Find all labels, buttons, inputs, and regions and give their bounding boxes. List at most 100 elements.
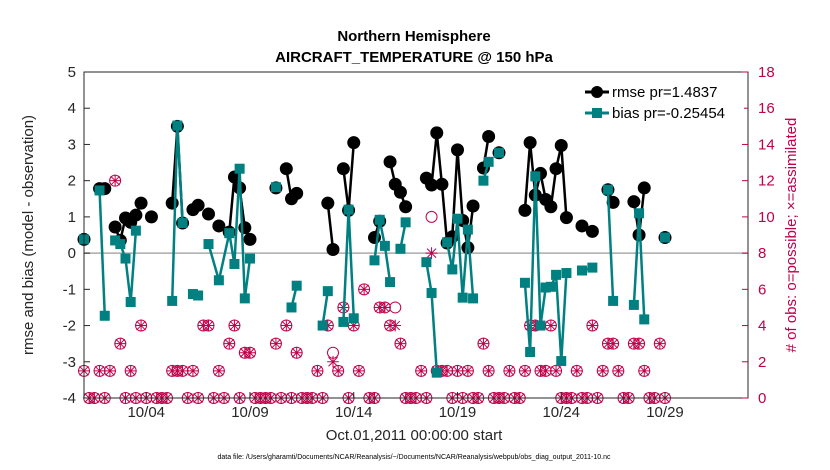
y-tick-label: 0 (68, 245, 76, 262)
bias-point (385, 277, 396, 288)
rmse-line-segment (326, 202, 335, 250)
rmse-point (544, 200, 558, 214)
obs-assimilated-marker (425, 247, 438, 259)
obs-assimilated-marker (503, 364, 516, 377)
bias-point (379, 240, 390, 251)
rmse-point (383, 155, 397, 169)
rmse-point (129, 208, 143, 222)
obs-assimilated-marker (358, 283, 370, 296)
rmse-point (108, 220, 122, 234)
rmse-point (191, 198, 205, 212)
bias-point (239, 293, 250, 304)
obs-assimilated-marker (451, 364, 464, 377)
obs-assimilated-glyph (586, 319, 599, 332)
obs-assimilated-glyph (104, 364, 116, 377)
bias-point (110, 235, 121, 246)
obs-assimilated-glyph (202, 319, 215, 332)
obs-assimilated-glyph (653, 337, 666, 350)
obs-assimilated-marker (441, 364, 453, 377)
bias-point (628, 299, 639, 310)
bias-point (167, 295, 178, 306)
legend-rmse-label: rmse pr=1.4837 (612, 84, 717, 101)
obs-assimilated-marker (114, 337, 127, 350)
y-tick-label: 3 (68, 136, 76, 153)
obs-assimilated-marker (482, 364, 495, 377)
obs-assimilated-glyph (114, 337, 127, 350)
obs-assimilated-glyph (638, 364, 651, 377)
bias-point (483, 156, 494, 167)
bias-point (639, 314, 650, 325)
obs-assimilated-glyph (124, 364, 137, 377)
rmse-point (212, 219, 226, 233)
obs-assimilated-marker (321, 319, 334, 332)
rmse-point (585, 224, 599, 238)
bias-point (187, 289, 198, 300)
bias-point (462, 224, 473, 235)
bias-line-segment (606, 189, 615, 301)
bias-point (343, 204, 354, 215)
obs-assimilated-marker (135, 319, 147, 332)
obs-assimilated-glyph (596, 364, 609, 377)
obs-assimilated-marker (244, 346, 256, 359)
rmse-point (466, 199, 480, 213)
legend-bias-label: bias pr=-0.25454 (612, 105, 725, 122)
bias-point (457, 292, 468, 303)
y-tick-label: 2 (68, 173, 76, 190)
y-tick-label: -3 (63, 354, 76, 371)
obs-assimilated-glyph (135, 319, 147, 332)
obs-assimilated-glyph (612, 364, 625, 377)
obs-assimilated-marker (379, 301, 391, 314)
obs-assimilated-glyph (451, 364, 464, 377)
rmse-point (435, 177, 449, 191)
bias-point (602, 184, 613, 195)
x-tick-label: 10/29 (646, 404, 684, 421)
rmse-point (202, 207, 215, 221)
bias-point (395, 243, 406, 254)
bias-point (556, 356, 567, 367)
bias-point (177, 218, 188, 229)
bias-point (322, 286, 333, 297)
bias-point (245, 253, 255, 264)
bias-point (431, 367, 442, 378)
obs-assimilated-marker (612, 364, 625, 377)
obs-assimilated-marker (586, 319, 599, 332)
y2-tick-label: 2 (758, 354, 766, 371)
obs-assimilated-marker (109, 174, 121, 187)
obs-assimilated-glyph (109, 174, 121, 187)
rmse-point (482, 129, 496, 143)
y2-tick-label: 10 (758, 209, 775, 226)
bias-point (338, 316, 349, 327)
y-axis-label: rmse and bias (model - observation) (20, 115, 37, 355)
rmse-point (134, 196, 148, 210)
y2-axis-label: # of obs: o=possible; ×=assimilated (783, 118, 800, 353)
bias-point (587, 262, 598, 273)
x-tick-label: 10/19 (439, 404, 477, 421)
obs-assimilated-glyph (228, 319, 241, 332)
y2-tick-label: 16 (758, 100, 775, 117)
bias-point (193, 290, 204, 301)
y-tick-label: 5 (68, 64, 76, 81)
obs-assimilated-glyph (394, 337, 407, 350)
bias-point (130, 225, 141, 236)
y2-tick-label: 6 (758, 281, 766, 298)
bias-point (525, 346, 536, 357)
bias-point (400, 217, 411, 228)
bias-point (577, 265, 587, 276)
rmse-point (559, 211, 573, 225)
obs-assimilated-marker (223, 337, 236, 350)
rmse-point (347, 136, 361, 150)
bias-point (99, 310, 110, 321)
rmse-point (144, 210, 158, 224)
bias-point (530, 171, 541, 182)
bias-point (535, 320, 546, 331)
obs-assimilated-marker (389, 319, 402, 332)
bias-point (540, 282, 551, 293)
obs-assimilated-glyph (332, 364, 345, 377)
rmse-point (451, 143, 464, 157)
obs-assimilated-marker (311, 364, 324, 377)
y2-tick-label: 4 (758, 318, 766, 335)
obs-assimilated-marker (550, 364, 562, 377)
obs-assimilated-marker (638, 364, 651, 377)
obs-assimilated-marker (545, 319, 557, 332)
